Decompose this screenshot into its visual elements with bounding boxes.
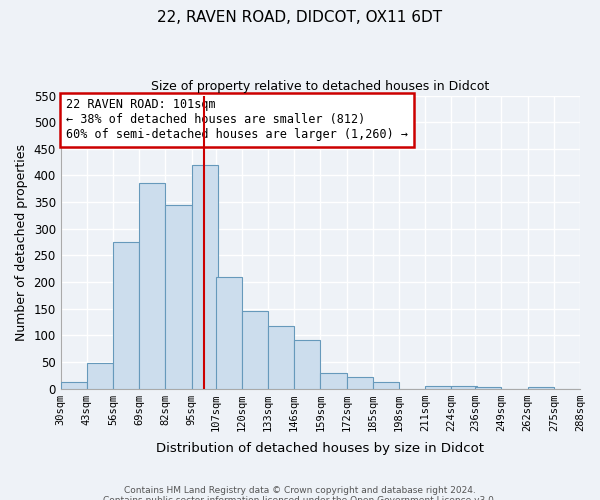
Text: Contains HM Land Registry data © Crown copyright and database right 2024.: Contains HM Land Registry data © Crown c… [124, 486, 476, 495]
Bar [320, 372, 347, 388]
Bar [191, 165, 218, 388]
Bar [451, 386, 478, 388]
X-axis label: Distribution of detached houses by size in Didcot: Distribution of detached houses by size … [157, 442, 484, 455]
Bar [527, 387, 554, 388]
Bar [87, 363, 113, 388]
Bar [242, 312, 268, 388]
Bar [215, 276, 242, 388]
Bar [425, 386, 451, 388]
Title: Size of property relative to detached houses in Didcot: Size of property relative to detached ho… [151, 80, 490, 93]
Bar [166, 205, 191, 388]
Bar [268, 326, 294, 388]
Bar [113, 242, 139, 388]
Bar [139, 184, 166, 388]
Bar [61, 382, 87, 388]
Bar [373, 382, 399, 388]
Bar [294, 340, 320, 388]
Bar [347, 377, 373, 388]
Text: 22 RAVEN ROAD: 101sqm
← 38% of detached houses are smaller (812)
60% of semi-det: 22 RAVEN ROAD: 101sqm ← 38% of detached … [66, 98, 408, 142]
Y-axis label: Number of detached properties: Number of detached properties [15, 144, 28, 340]
Text: Contains public sector information licensed under the Open Government Licence v3: Contains public sector information licen… [103, 496, 497, 500]
Text: 22, RAVEN ROAD, DIDCOT, OX11 6DT: 22, RAVEN ROAD, DIDCOT, OX11 6DT [157, 10, 443, 25]
